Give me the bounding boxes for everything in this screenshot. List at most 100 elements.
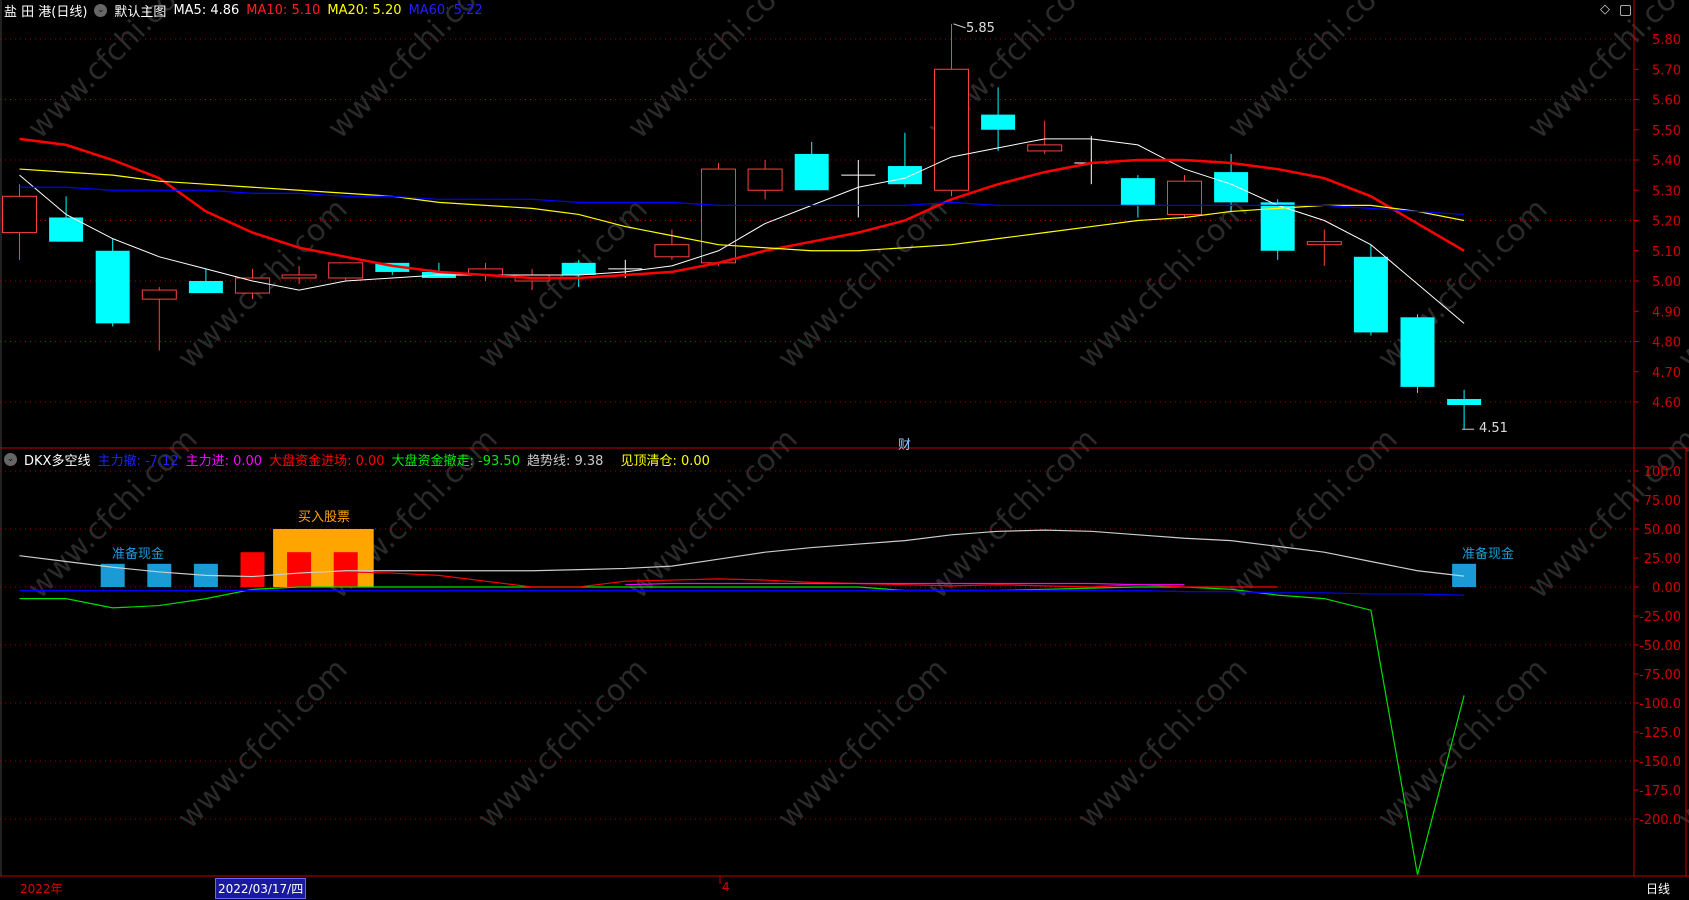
market-out-value: 大盘资金撤走: -93.50 — [391, 453, 520, 469]
y-tick-label: 4.60 — [1652, 396, 1681, 411]
year-label: 2022年 — [20, 882, 63, 896]
finance-marker[interactable]: 财 — [898, 438, 912, 453]
indicator-line — [345, 571, 1278, 588]
y-tick-label: 5.80 — [1652, 33, 1681, 48]
watermark: www.cfchi.com — [471, 652, 655, 836]
signal-bar — [240, 552, 265, 587]
candle-body — [281, 274, 317, 279]
y-tick-label: 0.00 — [1652, 581, 1681, 596]
indicator-header: ⌄ DKX多空线 主力撤: -7.12 主力进: 0.00 大盘资金进场: 0.… — [4, 449, 710, 469]
y-tick-label: 5.50 — [1652, 124, 1681, 139]
ma-line-ma5 — [19, 138, 1465, 324]
candle-body — [328, 262, 364, 279]
y-tick-label: -175.0 — [1639, 784, 1681, 799]
candle-body — [1260, 202, 1295, 251]
y-tick-label: 100.0 — [1644, 465, 1681, 480]
watermark: www.cfchi.com — [471, 192, 655, 376]
signal-bar — [333, 552, 358, 587]
indicator-name[interactable]: DKX多空线 — [24, 453, 91, 469]
ma60-value: MA60: 5.22 — [408, 2, 483, 18]
ma20-value: MA20: 5.20 — [327, 2, 402, 18]
ma5-value: MA5: 4.86 — [173, 2, 240, 18]
candle-body — [141, 289, 177, 300]
candle-body — [95, 250, 130, 324]
candle-body — [1120, 178, 1155, 206]
y-tick-label: 5.10 — [1652, 245, 1681, 260]
cash-signal-label: 准备现金 — [1462, 547, 1515, 562]
candle-body — [747, 168, 783, 191]
indicator-line — [625, 582, 1185, 586]
watermark: www.cfchi.com — [621, 0, 805, 146]
watermark: www.cfchi.com — [1071, 652, 1255, 836]
ma10-value: MA10: 5.10 — [246, 2, 321, 18]
buy-signal-label: 买入股票 — [298, 510, 351, 525]
candle-body — [701, 168, 736, 264]
ma-line-ma10 — [19, 137, 1465, 280]
watermark: www.cfchi.com — [771, 652, 955, 836]
watermark: www.cfchi.com — [21, 0, 205, 146]
y-tick-label: 4.70 — [1652, 366, 1681, 381]
signal-bar — [1452, 563, 1477, 587]
candle-body — [2, 195, 37, 234]
candle-body — [235, 277, 270, 294]
stock-title: 盐 田 港(日线) — [4, 4, 88, 20]
y-tick-label: 50.00 — [1644, 523, 1681, 538]
y-tick-label: -75.00 — [1639, 668, 1681, 683]
cursor-date: 2022/03/17/四 — [215, 878, 307, 899]
candle-body — [1400, 317, 1435, 387]
template-selector[interactable]: 默认主图 — [114, 4, 167, 20]
high-price-label: 5.85 — [966, 21, 995, 36]
candle-body — [1167, 180, 1202, 215]
watermark: www.cfchi.com — [1371, 192, 1555, 376]
time-axis[interactable]: 2022年 2022/03/17/四 4 日线 — [0, 876, 1689, 900]
candle-body — [561, 262, 596, 275]
indicator-axis-frame — [1633, 447, 1687, 877]
watermark: www.cfchi.com — [321, 0, 505, 146]
candle-body — [1306, 241, 1342, 246]
ma-line-ma60 — [19, 186, 1465, 216]
watermark: www.cfchi.com — [1221, 422, 1405, 606]
y-tick-label: 5.60 — [1652, 94, 1681, 109]
candle-body — [654, 244, 690, 258]
candle-body — [375, 262, 410, 272]
y-tick-label: -200.0 — [1639, 813, 1681, 828]
candle-body — [1353, 256, 1388, 333]
y-tick-label: 4.80 — [1652, 336, 1681, 351]
y-tick-label: 25.00 — [1644, 552, 1681, 567]
top-clear-value: 见顶清仓: 0.00 — [620, 453, 710, 469]
candle-body — [1447, 398, 1482, 406]
chevron-down-icon[interactable]: ⌄ — [4, 452, 17, 466]
y-tick-label: 5.70 — [1652, 63, 1681, 78]
panel-toggle-icon[interactable] — [1620, 5, 1631, 16]
candle-body — [49, 217, 84, 242]
candle-body — [934, 68, 969, 191]
signal-bar — [100, 563, 125, 587]
period-button[interactable]: 日线 — [1646, 882, 1671, 896]
indicator-line — [19, 589, 1465, 596]
y-tick-label: -25.00 — [1639, 610, 1681, 625]
y-tick-label: 4.90 — [1652, 305, 1681, 320]
watermark: www.cfchi.com — [1521, 422, 1689, 606]
indicator-line — [19, 529, 1465, 578]
signal-bar — [287, 552, 312, 587]
signal-bar — [147, 563, 172, 587]
y-tick-label: -50.00 — [1639, 639, 1681, 654]
main-out-value: 主力撤: -7.12 — [97, 453, 179, 469]
diamond-icon[interactable]: ◇ — [1600, 2, 1610, 17]
main-chart-header: 盐 田 港(日线) ⌄ 默认主图 MA5: 4.86 MA10: 5.10 MA… — [4, 0, 483, 20]
y-tick-label: 5.20 — [1652, 215, 1681, 230]
indicator-line — [19, 586, 1465, 875]
y-tick-label: 5.00 — [1652, 275, 1681, 290]
watermark: www.cfchi.com — [1221, 0, 1405, 146]
chevron-down-icon[interactable]: ⌄ — [94, 3, 108, 17]
candle-body — [188, 281, 223, 294]
candle-body — [794, 153, 829, 191]
candle-body — [1214, 172, 1249, 203]
main-in-value: 主力进: 0.00 — [185, 453, 263, 469]
y-tick-label: -125.0 — [1639, 726, 1681, 741]
candle-body — [1027, 144, 1063, 152]
low-price-label: 4.51 — [1479, 421, 1508, 436]
candle-body — [981, 114, 1016, 130]
watermark: www.cfchi.com — [171, 652, 355, 836]
